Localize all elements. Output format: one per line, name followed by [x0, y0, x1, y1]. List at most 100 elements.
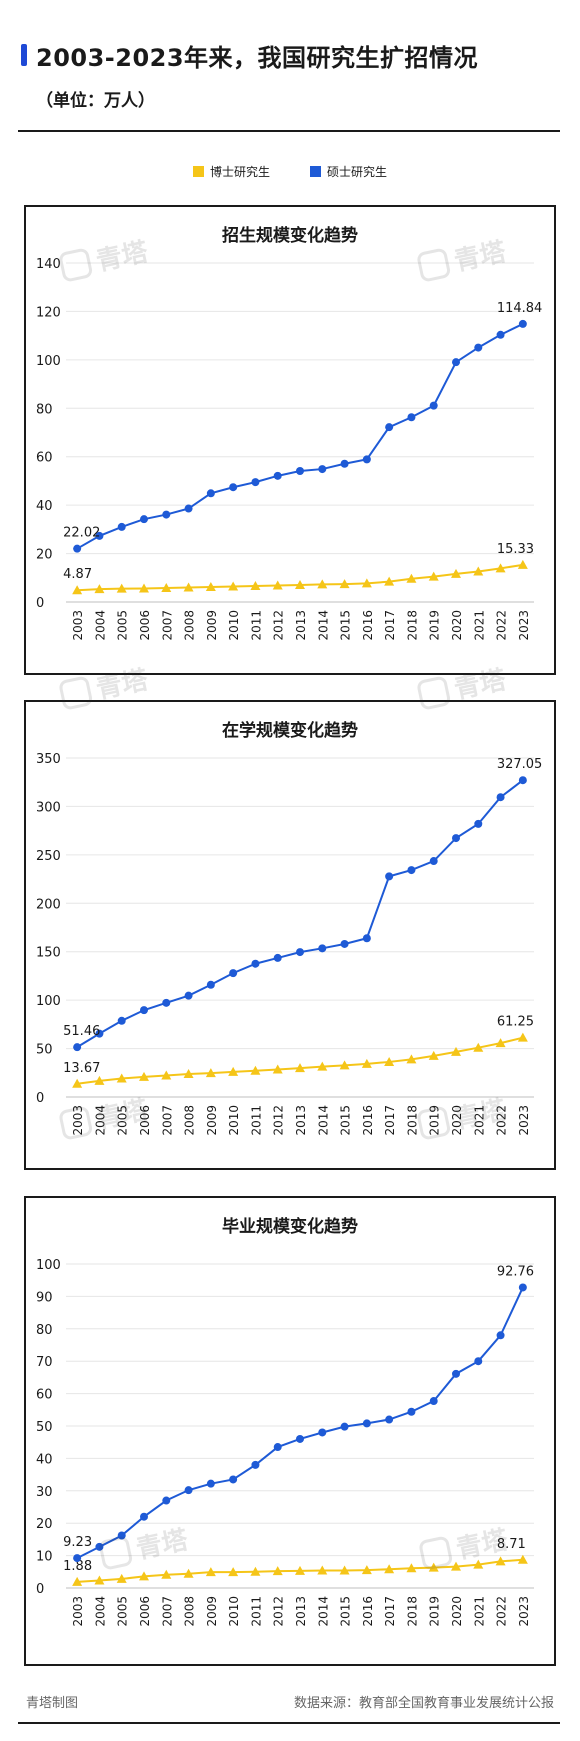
data-point	[228, 581, 239, 591]
data-point	[428, 571, 439, 581]
x-tick-label: 2017	[383, 1105, 397, 1136]
data-point	[140, 1006, 148, 1015]
data-point	[229, 1475, 238, 1484]
x-tick-label: 2006	[138, 1105, 152, 1136]
data-point	[473, 1042, 484, 1052]
data-point	[273, 471, 282, 480]
x-tick-label: 2020	[450, 1105, 464, 1136]
x-tick-label: 2020	[450, 1596, 464, 1627]
data-label: 22.02	[63, 526, 100, 541]
data-point	[250, 1566, 261, 1576]
data-point	[495, 1038, 506, 1048]
data-point	[251, 478, 260, 487]
data-point	[317, 1061, 328, 1071]
x-tick-label: 2021	[472, 610, 486, 641]
data-point	[140, 515, 148, 524]
data-point	[95, 531, 104, 540]
data-point	[205, 1068, 216, 1078]
x-tick-label: 2018	[405, 1596, 419, 1627]
chart-panel-enrollment: 招生规模变化趋势 0 20 40 60 80 100 120 140 2003 2004 2005 20…	[24, 205, 556, 675]
data-label: 61.25	[497, 1015, 534, 1030]
x-tick-label: 2018	[405, 610, 419, 641]
x-tick-label: 2012	[272, 1596, 286, 1627]
y-tick-label: 90	[36, 1290, 53, 1305]
x-tick-label: 2016	[361, 610, 375, 641]
data-point	[362, 934, 371, 943]
data-point	[474, 1357, 483, 1366]
data-point	[139, 1571, 149, 1581]
page-title: 2003-2023年来，我国研究生扩招情况	[36, 44, 479, 72]
x-tick-label: 2019	[428, 1105, 442, 1136]
x-tick-label: 2013	[294, 610, 308, 641]
data-point	[317, 579, 328, 589]
data-point	[429, 401, 438, 410]
data-point	[517, 559, 528, 569]
y-tick-label: 60	[36, 451, 53, 466]
data-point	[229, 969, 238, 978]
footer-source: 数据来源：教育部全国教育事业发展统计公报	[293, 1696, 554, 1711]
y-tick-label: 50	[36, 1420, 53, 1435]
legend-label-phd: 博士研究生	[209, 165, 270, 179]
data-point	[385, 423, 394, 432]
data-point	[496, 1331, 505, 1340]
data-point	[452, 834, 460, 843]
data-point	[385, 872, 394, 881]
x-tick-label: 2012	[272, 610, 286, 641]
data-point	[384, 576, 395, 586]
data-point	[161, 582, 172, 592]
x-tick-label: 2003	[71, 610, 85, 641]
data-point	[495, 1556, 506, 1566]
y-tick-label: 100	[36, 1258, 61, 1273]
x-tick-label: 2003	[71, 1105, 85, 1136]
data-point	[407, 1407, 416, 1416]
data-point	[205, 581, 216, 591]
x-tick-label: 2023	[517, 610, 531, 641]
x-tick-label: 2009	[205, 1596, 219, 1627]
data-point	[251, 959, 260, 968]
data-label: 13.67	[63, 1061, 100, 1076]
y-tick-label: 100	[36, 354, 61, 369]
title-accent-bar	[21, 44, 27, 66]
y-tick-label: 200	[36, 897, 61, 912]
data-point	[296, 467, 304, 476]
data-point	[184, 1486, 193, 1495]
data-point	[295, 580, 305, 590]
legend-label-master: 硕士研究生	[327, 165, 388, 179]
x-tick-label: 2022	[495, 1596, 509, 1627]
y-tick-label: 100	[36, 994, 61, 1009]
data-label: 327.05	[497, 757, 543, 772]
x-tick-label: 2009	[205, 610, 219, 641]
page-subtitle: （单位：万人）	[36, 91, 155, 111]
data-point	[495, 563, 506, 573]
x-tick-label: 2014	[316, 1596, 330, 1627]
data-point	[72, 585, 83, 595]
y-tick-label: 80	[36, 1323, 53, 1338]
data-point	[407, 413, 416, 422]
legend: 博士研究生 硕士研究生	[0, 163, 580, 180]
data-point	[406, 1563, 417, 1573]
data-point	[361, 1565, 372, 1575]
x-tick-label: 2010	[227, 610, 241, 641]
data-label: 114.84	[497, 301, 543, 316]
data-point	[318, 465, 327, 474]
x-tick-label: 2007	[160, 610, 174, 641]
x-tick-label: 2008	[183, 1596, 197, 1627]
data-point	[296, 1434, 304, 1443]
x-tick-label: 2011	[249, 610, 263, 641]
y-tick-label: 30	[36, 1485, 53, 1500]
data-point	[317, 1565, 328, 1575]
data-label: 8.71	[497, 1537, 526, 1552]
data-point	[361, 1058, 372, 1068]
data-point	[94, 584, 105, 594]
data-point	[250, 1065, 261, 1075]
data-point	[406, 1054, 417, 1064]
data-point	[139, 1071, 149, 1081]
x-tick-label: 2014	[316, 610, 330, 641]
chart-panel-graduation: 毕业规模变化趋势 0 10 20 30 40 50 60 70 80 90 100 2003 2004 20…	[24, 1196, 556, 1666]
data-point	[228, 1066, 239, 1076]
x-tick-label: 2012	[272, 1105, 286, 1136]
data-point	[73, 544, 82, 553]
y-tick-label: 40	[36, 499, 53, 514]
x-tick-label: 2018	[405, 1105, 419, 1136]
data-point	[228, 1567, 239, 1577]
